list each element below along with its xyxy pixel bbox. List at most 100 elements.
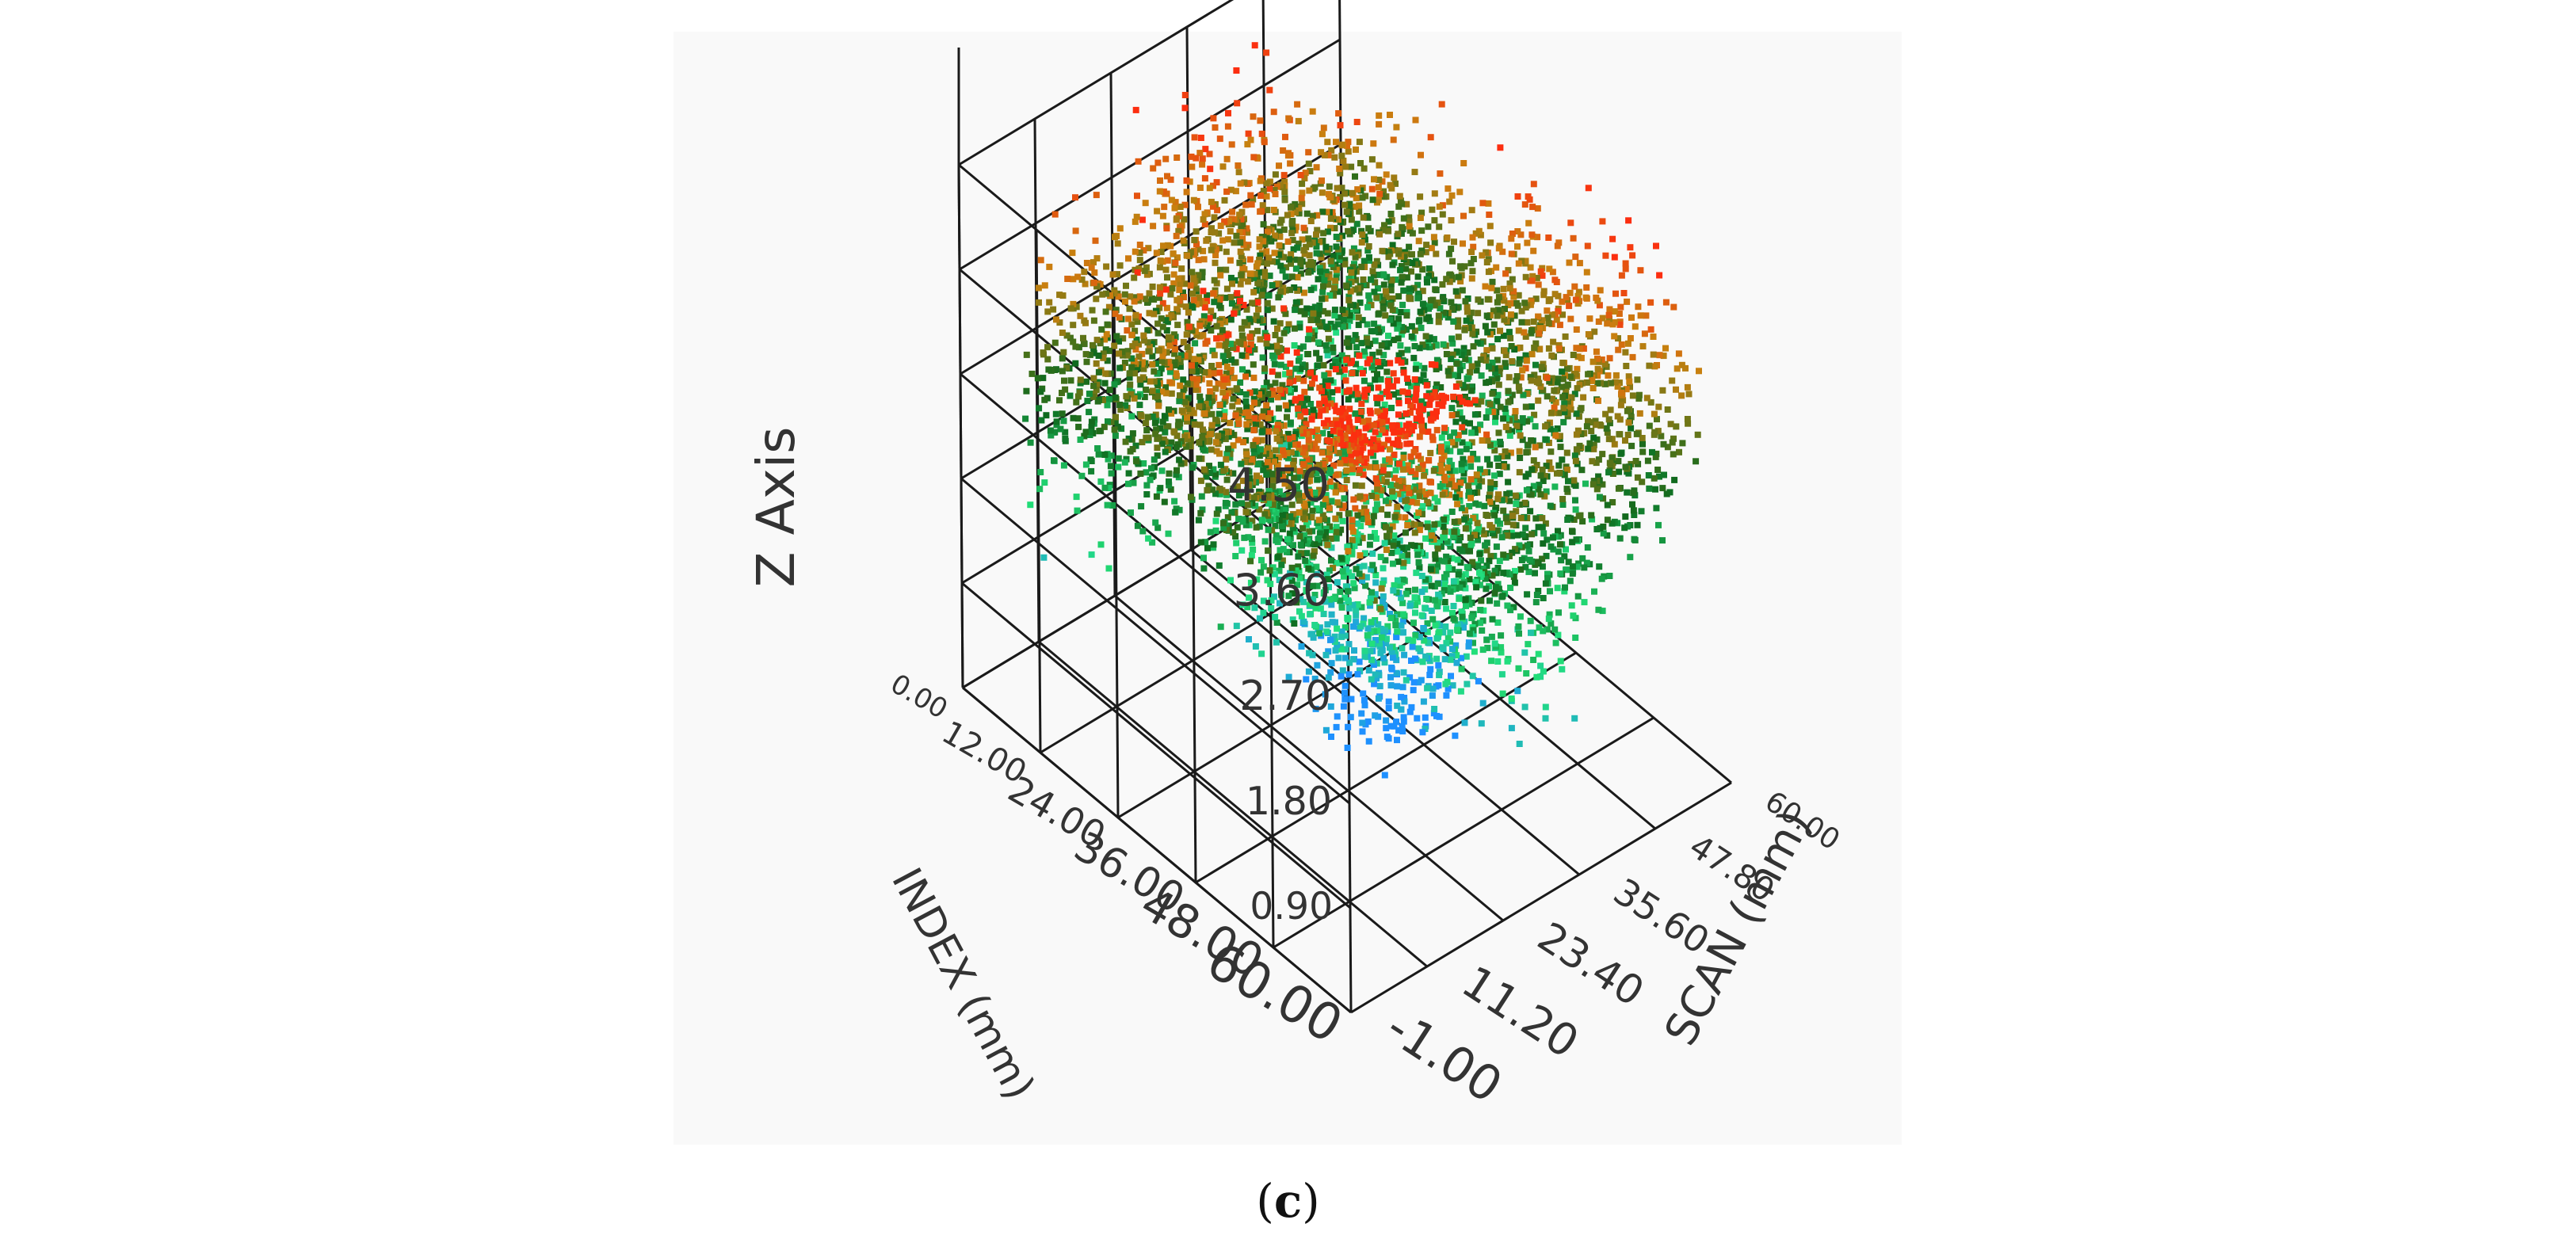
data-point [1516, 360, 1522, 367]
data-point [1382, 540, 1388, 547]
data-point [1418, 309, 1424, 315]
data-point [1395, 231, 1401, 237]
data-point [1615, 414, 1621, 420]
data-point [1468, 615, 1475, 621]
data-point [1380, 467, 1387, 474]
data-point [1202, 146, 1208, 152]
data-point [1651, 475, 1658, 482]
data-point [1467, 463, 1474, 470]
data-point [1208, 308, 1214, 314]
data-point [1310, 406, 1316, 413]
data-point [1630, 490, 1636, 496]
data-point [1418, 215, 1424, 221]
data-point [1220, 353, 1227, 359]
data-point [1157, 485, 1163, 491]
data-point [1391, 174, 1397, 181]
data-point [1345, 745, 1351, 751]
data-point [1581, 564, 1587, 570]
data-point [1436, 672, 1442, 678]
data-point [1574, 410, 1580, 417]
data-point [1264, 261, 1270, 267]
data-point [1123, 283, 1129, 289]
data-point [1353, 147, 1359, 153]
data-point [1444, 464, 1451, 471]
data-point [1319, 208, 1326, 215]
data-point [1615, 347, 1621, 353]
data-point [1189, 362, 1195, 368]
data-point [1225, 110, 1231, 116]
data-point [1264, 379, 1270, 386]
data-point [1191, 297, 1197, 303]
data-point [1486, 522, 1493, 528]
data-point [1357, 467, 1363, 473]
data-point [1399, 623, 1405, 629]
data-point [1452, 494, 1459, 501]
data-point [1341, 261, 1348, 268]
data-point [1670, 304, 1677, 311]
data-point [1523, 274, 1529, 280]
data-point [1423, 596, 1429, 602]
data-point [1451, 616, 1457, 622]
data-point [1423, 316, 1429, 322]
data-point [1386, 456, 1392, 463]
data-point [1469, 330, 1475, 337]
data-point [1257, 236, 1263, 242]
data-point [1446, 251, 1452, 257]
data-point [1320, 230, 1326, 236]
data-point [1524, 591, 1530, 597]
data-point [1607, 355, 1613, 361]
data-point [1611, 333, 1617, 339]
data-point [1193, 381, 1200, 387]
data-point [1161, 204, 1167, 210]
data-point [1570, 612, 1576, 619]
data-point [1183, 303, 1189, 310]
data-point [1418, 251, 1424, 257]
data-point [1271, 318, 1277, 325]
data-point [1184, 331, 1190, 337]
data-point [1370, 268, 1376, 274]
data-point [1472, 501, 1479, 507]
data-point [1454, 627, 1460, 633]
data-point [1414, 715, 1420, 722]
data-point [1521, 650, 1528, 656]
data-point [1340, 667, 1346, 673]
data-point [1265, 527, 1272, 533]
data-point [1249, 299, 1255, 306]
data-point [1189, 164, 1195, 170]
data-point [1585, 243, 1591, 250]
data-point [1218, 623, 1224, 630]
data-point [1463, 298, 1469, 304]
data-point [1342, 164, 1349, 170]
data-point [1385, 333, 1391, 339]
data-point [1296, 118, 1302, 124]
data-point [1217, 273, 1223, 279]
data-point [1551, 483, 1558, 490]
data-point [1652, 486, 1658, 493]
data-point [1324, 621, 1330, 627]
data-point [1653, 505, 1659, 511]
data-point [1422, 604, 1428, 611]
data-point [1586, 331, 1592, 337]
data-point [1260, 354, 1266, 360]
data-point [1646, 472, 1652, 478]
data-point [1488, 285, 1494, 292]
data-point [1156, 348, 1162, 354]
data-point [1402, 529, 1409, 536]
data-point [1152, 431, 1158, 437]
data-point [1464, 318, 1470, 324]
data-point [1234, 623, 1240, 629]
data-point [1333, 330, 1339, 336]
data-point [1335, 110, 1341, 116]
data-point [1363, 425, 1369, 432]
data-point [1528, 618, 1534, 624]
data-point [1585, 446, 1591, 452]
data-point [1238, 181, 1244, 187]
data-point [1412, 529, 1418, 536]
data-point [1582, 599, 1588, 605]
data-point [1224, 364, 1231, 370]
data-point [1357, 139, 1363, 145]
data-point [1557, 570, 1563, 577]
data-point [1368, 328, 1375, 334]
data-point [1257, 243, 1263, 250]
data-point [1157, 189, 1163, 195]
